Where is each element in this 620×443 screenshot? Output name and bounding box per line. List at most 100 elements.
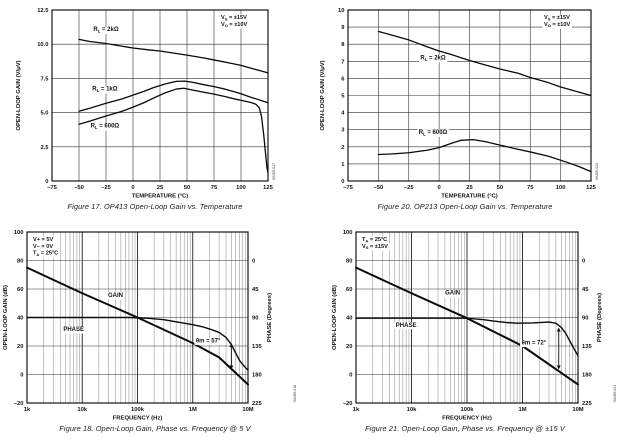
label-mask [417, 129, 450, 137]
condition-annotation: TA = 25°C [33, 251, 58, 257]
y-tick-label: 5.0 [40, 111, 48, 117]
x-axis-title: TEMPERATURE (°C) [132, 194, 189, 200]
x-tick-label: 125 [263, 185, 273, 191]
x-axis-title: FREQUENCY (Hz) [442, 416, 492, 422]
y-tick-label: 80 [346, 259, 352, 265]
series-rl-1kohm [78, 80, 269, 112]
series-label: PHASE [396, 323, 417, 329]
y-tick-label: 0 [341, 179, 344, 185]
figure-17-caption: Figure 17. OP413 Open-Loop Gain vs. Temp… [67, 202, 243, 211]
series-label: RL = 2kΩ [93, 27, 118, 33]
y-tick-label: 0 [45, 179, 48, 185]
x-tick-label: 125 [586, 185, 596, 191]
condition-annotation: VO = ±10V [221, 22, 248, 28]
x-tick-label: –25 [404, 185, 414, 191]
series-rl-600ohm [377, 138, 592, 173]
series-label: PHASE [63, 327, 84, 333]
label-mask [360, 236, 389, 244]
y-tick-label: 20 [17, 344, 23, 350]
y2-tick-label: 45 [582, 287, 589, 293]
x-tick-label: 100k [131, 407, 145, 413]
y-axis-title: OPEN-LOOP GAIN (dB) [332, 285, 338, 350]
arrowhead-down [229, 365, 234, 370]
label-mask [443, 290, 462, 298]
y2-axis-title: PHASE (Degrees) [267, 293, 273, 342]
y-tick-label: 8 [341, 42, 345, 48]
series-phase [26, 316, 249, 371]
condition-annotation: TA = 25°C [362, 237, 387, 243]
x-tick-label: –75 [47, 185, 57, 191]
y-tick-label: 40 [17, 316, 23, 322]
series-phase [355, 317, 579, 357]
y-tick-label: 2.5 [40, 145, 49, 151]
y2-tick-label: 225 [252, 401, 262, 407]
figure-code-watermark: 00289-020 [595, 163, 599, 180]
y2-tick-label: 90 [252, 316, 258, 322]
y-tick-label: 0 [349, 373, 352, 379]
condition-annotation: VO = ±10V [544, 22, 571, 28]
phase-margin-label: θm = 72° [522, 341, 547, 347]
y-tick-label: 100 [343, 230, 353, 236]
condition-annotation: V+ = 5V [33, 237, 53, 243]
x-tick-label: 25 [466, 185, 473, 191]
y2-tick-label: 90 [582, 316, 588, 322]
series-label: GAIN [108, 293, 123, 299]
y-tick-label: 1 [341, 162, 345, 168]
figure-18-cell: GAIN PHASE θm = 57° V+ = 5V V– = 0V TA = 25°C… [0, 222, 310, 443]
series-rl-2kohm [78, 38, 269, 74]
y-tick-label: 12.5 [37, 8, 49, 14]
x-tick-label: 75 [527, 185, 534, 191]
y2-tick-label: 180 [252, 373, 262, 379]
series-label: RL = 600Ω [419, 130, 448, 136]
y-tick-label: 6 [341, 76, 345, 82]
figure-21-caption: Figure 21. Open-Loop Gain, Phase vs. Fre… [365, 424, 565, 433]
x-tick-label: 10k [407, 407, 417, 413]
y2-axis-title: PHASE (Degrees) [597, 293, 603, 342]
y2-tick-label: 225 [582, 401, 592, 407]
x-tick-label: –75 [343, 185, 353, 191]
x-tick-label: 50 [497, 185, 503, 191]
figure-20-caption: Figure 20. OP213 Open-Loop Gain vs. Temp… [377, 202, 553, 211]
y2-tick-label: 0 [252, 259, 255, 265]
x-tick-label: 100k [461, 407, 475, 413]
series-label: RL = 2kΩ [420, 56, 445, 62]
plot-border [51, 9, 269, 182]
condition-annotation: VS = ±15V [221, 15, 247, 21]
figure-17-cell: RL = 2kΩ RL = 1kΩ RL = 600Ω VS = ±15V VO = ±… [0, 0, 310, 221]
y-tick-label: 5 [341, 94, 345, 100]
y2-tick-label: 45 [252, 287, 259, 293]
series-rl-600ohm [78, 87, 269, 174]
x-tick-label: 0 [438, 185, 441, 191]
y-tick-label: 60 [346, 287, 352, 293]
chart-gain-phase-vs-frequency-15v: GAIN PHASE θm = 72° TA = 25°CVS = ±15V 1k 10k… [332, 230, 617, 422]
label-mask [542, 14, 572, 22]
y-tick-label: –20 [343, 401, 353, 407]
phase-margin-label: θm = 57° [196, 338, 221, 344]
label-mask [90, 86, 120, 94]
figure-18-caption: Figure 18. Open-Loop Gain, Phase vs. Fre… [59, 424, 251, 433]
y-tick-label: 60 [17, 287, 23, 293]
figure-21-cell: GAIN PHASE θm = 72° TA = 25°C VS = ±15V 1k 10k… [310, 222, 620, 443]
label-mask [61, 326, 86, 334]
label-mask [394, 322, 418, 330]
x-tick-label: –50 [374, 185, 384, 191]
y2-tick-label: 135 [582, 344, 592, 350]
x-tick-label: 10M [572, 407, 583, 413]
y-tick-label: 80 [17, 259, 23, 265]
label-mask [106, 292, 125, 300]
label-mask [542, 21, 573, 29]
x-tick-label: 1M [518, 407, 526, 413]
x-tick-label: 50 [184, 185, 190, 191]
y-tick-label: 7 [341, 59, 344, 65]
label-mask [520, 340, 549, 348]
y-tick-label: 4 [341, 111, 345, 117]
series-gain [26, 266, 249, 386]
label-mask [31, 236, 55, 244]
y-tick-label: 10 [338, 8, 344, 14]
arrowhead-up [229, 343, 234, 348]
figure-code-watermark: 00289-017 [272, 163, 276, 180]
